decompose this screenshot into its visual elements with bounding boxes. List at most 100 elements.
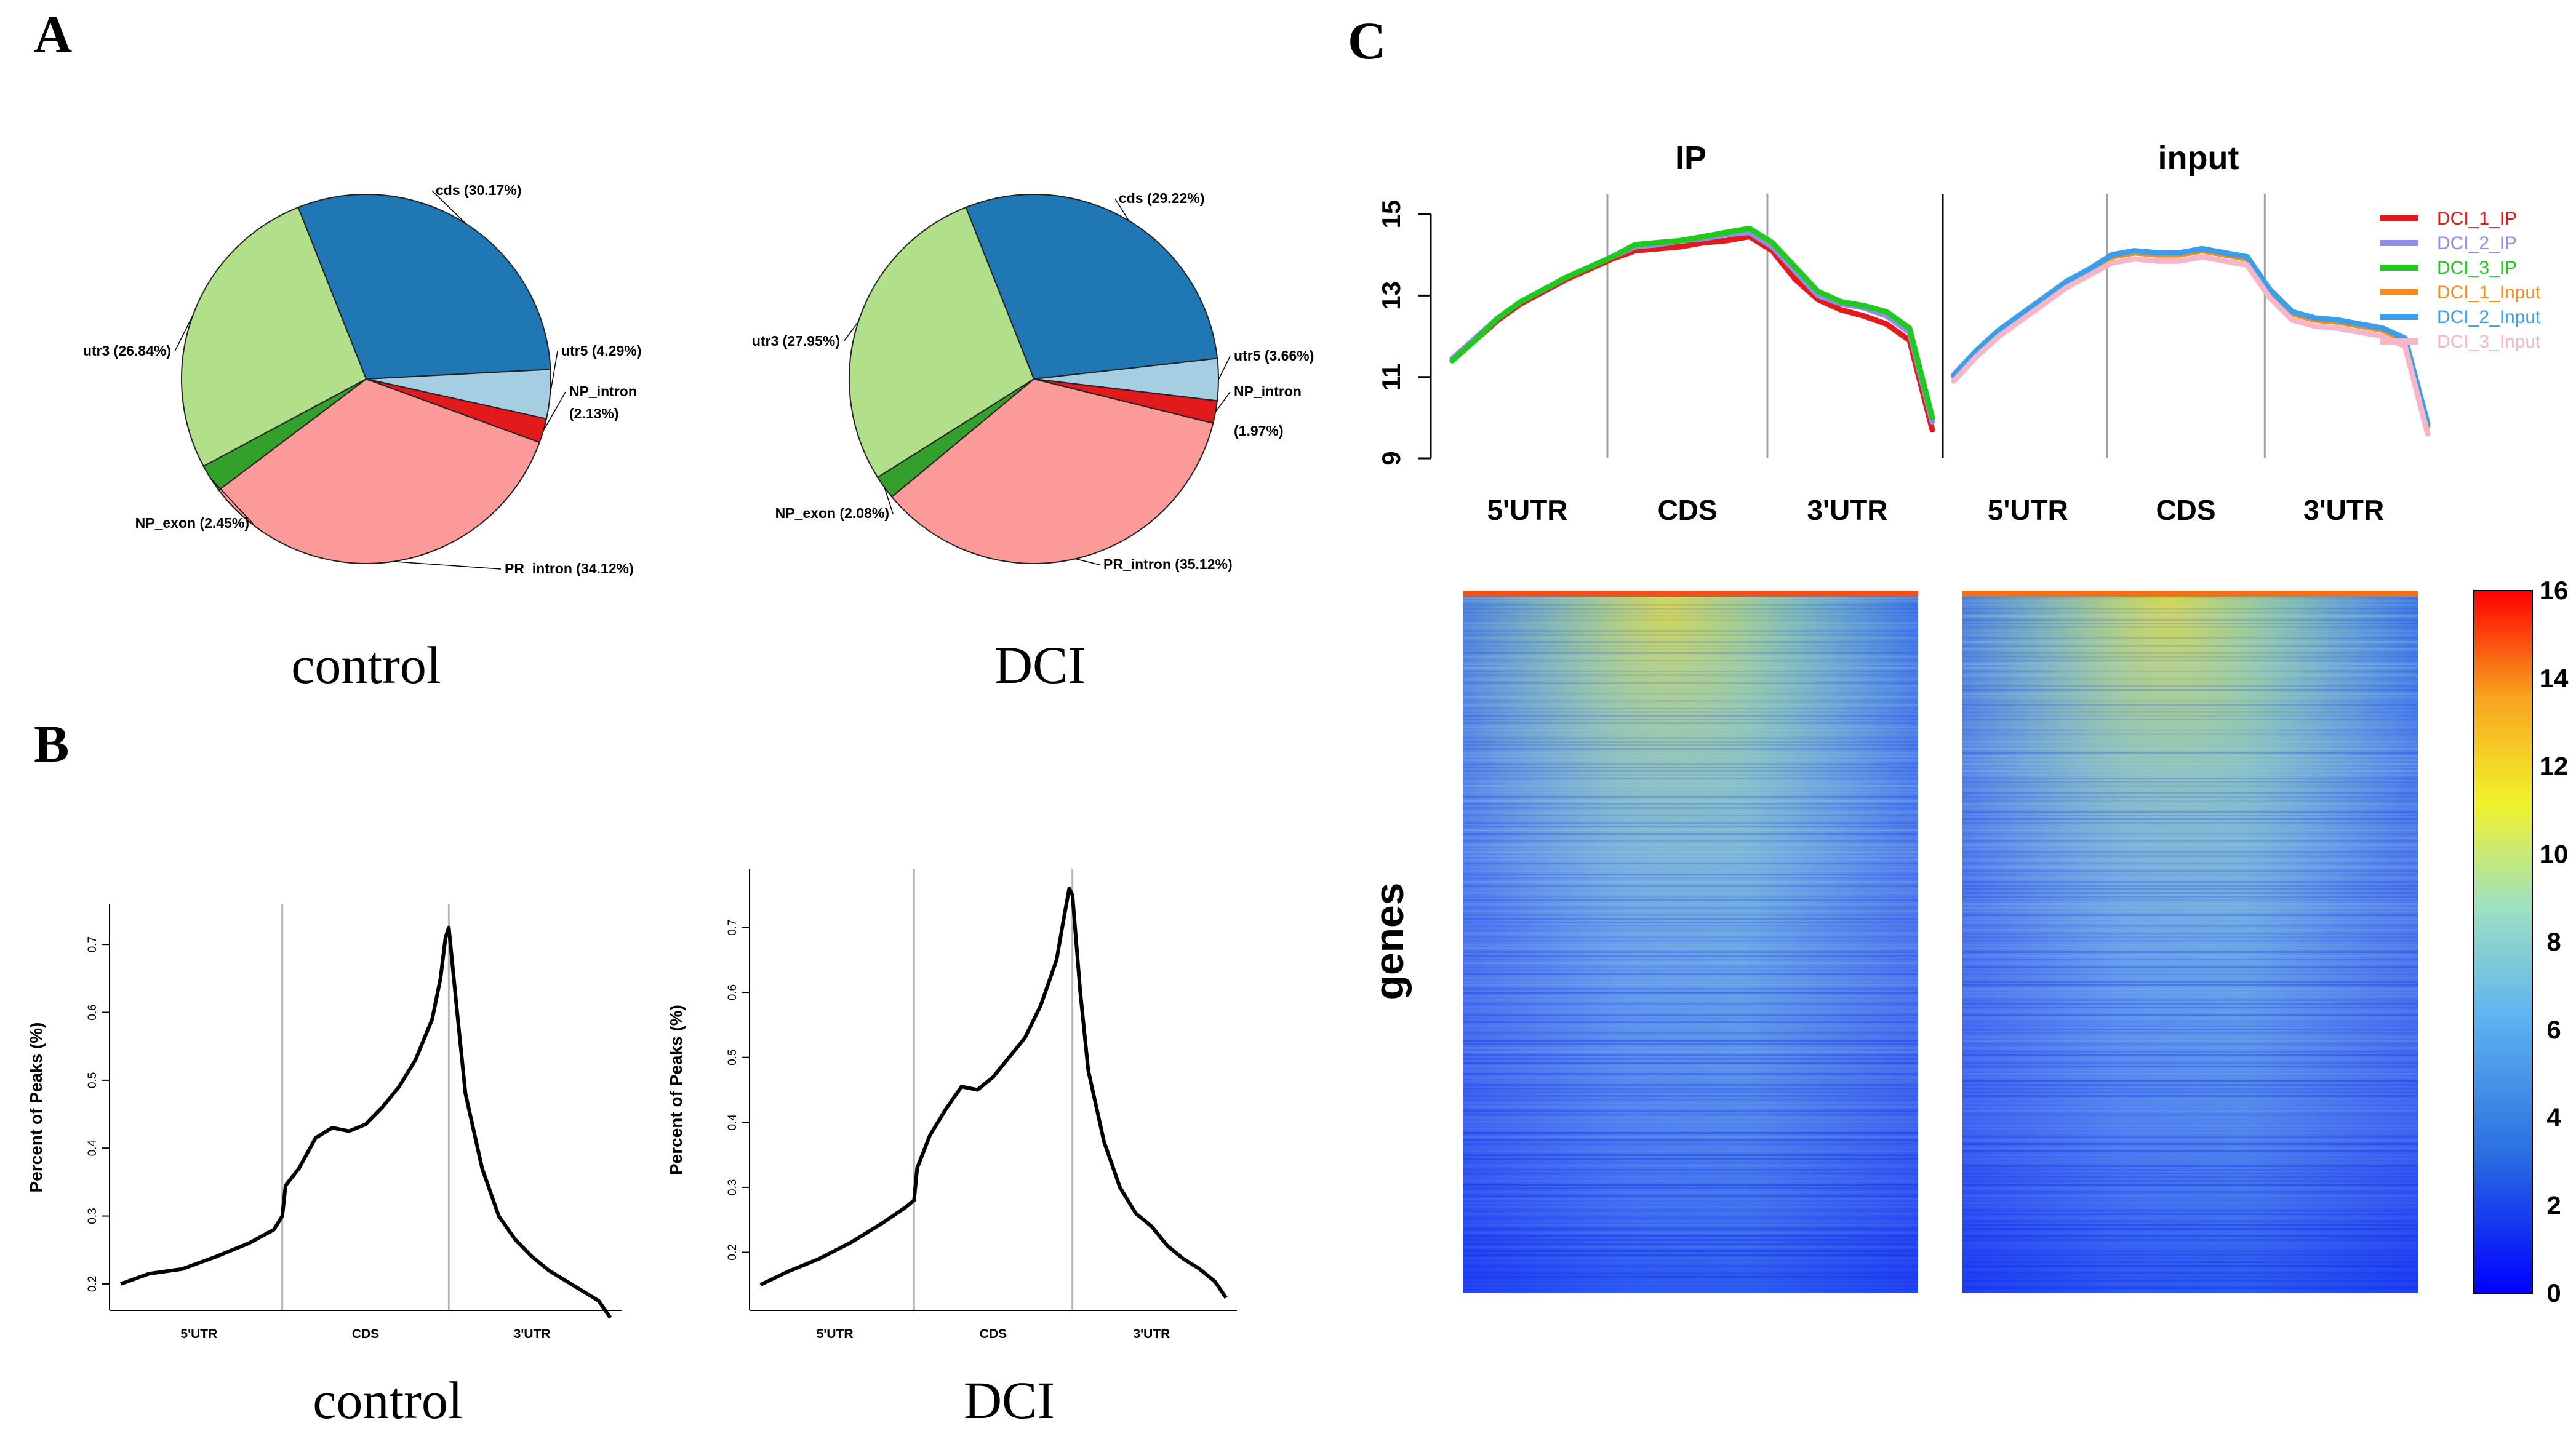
heatmap-row — [1962, 911, 2418, 912]
heatmap-row — [1962, 955, 2418, 957]
heatmap-row — [1463, 892, 1918, 894]
heatmap-row — [1463, 722, 1918, 724]
panel-letter-b: B — [34, 714, 69, 773]
heatmap-row — [1962, 1121, 2418, 1123]
heatmap-row — [1463, 914, 1918, 916]
colorbar-tick-label: 6 — [2546, 1015, 2561, 1044]
pie-chart-dci: cds (29.22%) utr5 (3.66%) NP_intron (1.97%)… — [752, 190, 1314, 572]
heatmap-row — [1463, 1224, 1918, 1226]
heatmap-row — [1962, 1176, 2418, 1178]
meta-region-label: 3'UTR — [2303, 494, 2384, 526]
heatmap-row — [1463, 1007, 1918, 1008]
heatmap-row — [1962, 944, 2418, 946]
heatmap-row — [1962, 888, 2418, 890]
colorbar-tick-label: 4 — [2546, 1103, 2561, 1132]
heatmap-row — [1463, 796, 1918, 798]
heatmap-row — [1463, 678, 1918, 680]
heatmap-row — [1463, 1025, 1918, 1027]
heatmap-row — [1463, 1258, 1918, 1259]
heatmap-row — [1463, 637, 1918, 639]
meta-series-dci-1-ip — [1449, 234, 1935, 433]
peak-density-line — [759, 887, 1228, 1299]
heatmap-row — [1962, 914, 2418, 916]
heatmap-row — [1463, 1136, 1918, 1138]
heatmap-row — [1463, 1010, 1918, 1012]
colorbar — [2473, 590, 2533, 1294]
heatmap-input-shade — [1962, 591, 2418, 1293]
heatmap-row — [1463, 918, 1918, 920]
heatmap-row — [1962, 1051, 2418, 1053]
pie-chart-control: cds (30.17%) utr5 (4.29%) NP_intron (2.13%)… — [83, 182, 642, 576]
heatmap-row — [1962, 811, 2418, 813]
heatmap-row — [1463, 1080, 1918, 1082]
heatmap-row — [1962, 1132, 2418, 1134]
heatmap-row — [1463, 648, 1918, 650]
heatmap-row — [1463, 837, 1918, 839]
heatmap-row — [1962, 1198, 2418, 1200]
heatmap-row — [1962, 866, 2418, 868]
heatmap-row — [1463, 1217, 1918, 1219]
heatmap-row — [1962, 962, 2418, 964]
heatmap-row — [1962, 1143, 2418, 1145]
heatmap-row — [1463, 1058, 1918, 1060]
heatmap-row — [1962, 1269, 2418, 1270]
legend-entry: DCI_2_Input — [2437, 307, 2541, 327]
heatmap-row — [1463, 733, 1918, 735]
heatmap-row — [1463, 933, 1918, 935]
heatmap-row — [1463, 803, 1918, 805]
heatmap-row — [1962, 959, 2418, 960]
heatmap-row — [1463, 1114, 1918, 1115]
legend-entry: DCI_3_Input — [2437, 332, 2541, 352]
heatmap-row — [1962, 848, 2418, 850]
heatmap-row — [1962, 796, 2418, 798]
heatmap-row — [1463, 752, 1918, 754]
heatmap-row — [1962, 1250, 2418, 1252]
region-label: CDS — [980, 1327, 1007, 1341]
heatmap-row — [1463, 1239, 1918, 1241]
heatmap-row — [1962, 755, 2418, 757]
heatmap-row — [1463, 682, 1918, 684]
heatmap-row — [1463, 944, 1918, 946]
heatmap-row — [1463, 1029, 1918, 1030]
y-tick-label: 0.5 — [726, 1049, 739, 1065]
heatmap-row — [1463, 663, 1918, 665]
heatmap-row — [1463, 1084, 1918, 1086]
pie-leader-line — [174, 315, 193, 352]
heatmap-row — [1962, 626, 2418, 628]
heatmap-row — [1463, 1287, 1918, 1289]
heatmap-row — [1463, 785, 1918, 787]
heatmap-row — [1463, 1106, 1918, 1108]
meta-panel-title: IP — [1675, 140, 1706, 177]
heatmap-row — [1962, 966, 2418, 968]
heatmap-row — [1463, 763, 1918, 765]
y-tick-label: 0.4 — [86, 1140, 99, 1157]
heatmap-row — [1463, 881, 1918, 883]
line-caption-dci: DCI — [964, 1371, 1055, 1430]
heatmap-row — [1962, 973, 2418, 975]
heatmap-row — [1463, 1014, 1918, 1016]
heatmap-row — [1962, 874, 2418, 875]
heatmap-row — [1463, 907, 1918, 909]
heatmap-row — [1463, 995, 1918, 997]
heatmap-row — [1463, 1036, 1918, 1038]
heatmap-row — [1463, 715, 1918, 717]
heatmap-row — [1962, 667, 2418, 669]
heatmap-row — [1463, 1032, 1918, 1034]
pie-caption-control: control — [291, 636, 441, 695]
heatmap-row — [1962, 678, 2418, 680]
heatmap-row — [1463, 741, 1918, 743]
heatmap-row — [1962, 922, 2418, 923]
heatmap-row — [1463, 863, 1918, 864]
heatmap-row — [1962, 1091, 2418, 1093]
legend-entry: DCI_1_Input — [2437, 282, 2541, 303]
heatmap-row — [1962, 829, 2418, 831]
heatmap-row — [1962, 951, 2418, 953]
heatmap-row — [1463, 1102, 1918, 1104]
heatmap-row — [1463, 604, 1918, 606]
heatmap-row — [1463, 840, 1918, 842]
heatmap-row — [1962, 619, 2418, 621]
colorbar-tick-label: 16 — [2540, 576, 2569, 605]
heatmap-row — [1962, 1003, 2418, 1005]
heatmap-row — [1463, 1221, 1918, 1222]
pie-slice-utr3 — [181, 206, 367, 468]
